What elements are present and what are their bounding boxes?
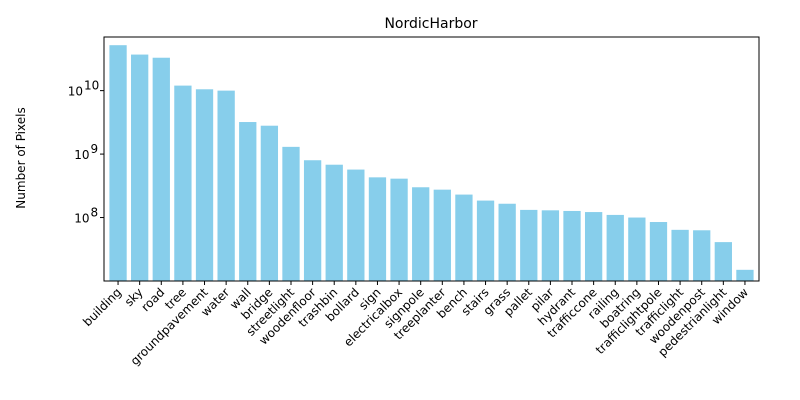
bar-bollard [347,169,365,281]
bar-electricalbox [390,178,408,281]
bar-trashbin [325,164,343,281]
y-tick-exponent: 10 [84,79,99,93]
x-ticks-group: buildingskyroadtreegroundpavementwaterwa… [80,281,751,368]
bar-sky [131,54,149,282]
bar-bridge [260,125,279,282]
bar-sign [368,177,387,281]
bar-stairs [476,200,495,281]
x-tick-label: road [138,285,167,314]
bar-trafficcone [584,212,603,281]
bar-bench [455,194,473,281]
y-tick-exponent: 9 [91,142,99,156]
x-tick-label: building [80,285,124,329]
y-tick-label: 10 [74,212,89,226]
bar-window [736,269,754,281]
bar-woodenfloor [303,160,322,281]
bar-building [109,45,127,281]
y-tick-label: 10 [68,85,83,99]
bar-pedestrianlight [714,242,732,281]
bar-streetlight [282,146,300,281]
bar-water [217,90,235,281]
y-tick-exponent: 8 [91,206,99,220]
bar-pilar [541,210,560,281]
bar-wall [239,122,257,281]
bar-trafficlight [671,229,689,281]
y-axis-label: Number of Pixels [14,107,28,208]
bar-signpole [412,187,430,281]
bar-hydrant [563,210,581,281]
bar-road [152,57,170,282]
bars-group [109,45,754,282]
bar-groundpavement [195,89,214,282]
bar-woodenpost [693,230,711,281]
bar-pallet [520,209,538,281]
y-tick-label: 10 [74,148,89,162]
chart-title: NordicHarbor [384,16,477,32]
bar-boatring [628,217,646,281]
bar-treeplanter [433,189,451,281]
plot-frame [103,36,760,282]
bar-tree [174,85,192,281]
bar-grass [498,203,516,281]
bar-railing [606,214,624,281]
bar-trafficlightpole [649,222,668,281]
